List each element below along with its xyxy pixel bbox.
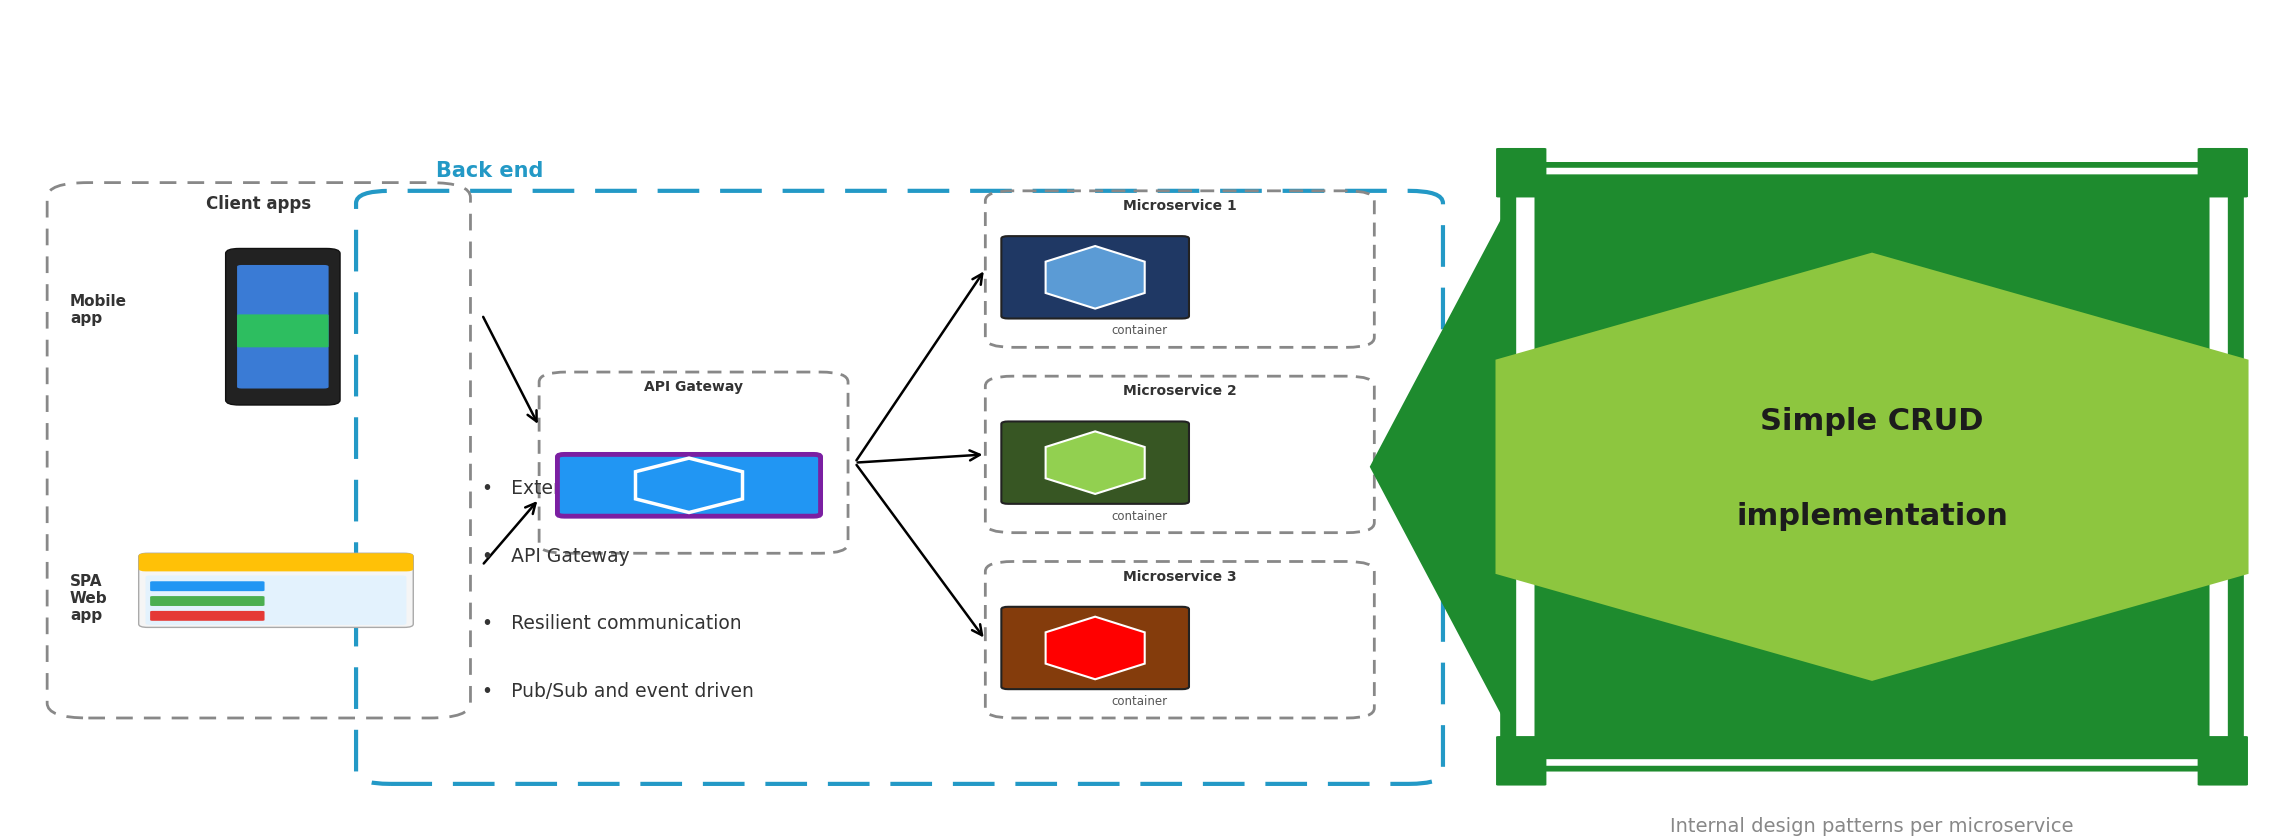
Polygon shape (635, 458, 742, 513)
Text: Microservice 1: Microservice 1 (1123, 199, 1237, 213)
FancyBboxPatch shape (1001, 607, 1189, 689)
Polygon shape (1496, 253, 2247, 681)
Text: Microservice 2: Microservice 2 (1123, 384, 1237, 399)
Text: container: container (1111, 325, 1168, 337)
Polygon shape (1045, 431, 1146, 494)
FancyBboxPatch shape (1517, 168, 2227, 766)
Text: implementation: implementation (1737, 502, 2007, 531)
FancyBboxPatch shape (1535, 175, 2209, 759)
FancyBboxPatch shape (151, 581, 263, 591)
FancyBboxPatch shape (2197, 148, 2247, 197)
Polygon shape (1045, 246, 1146, 309)
FancyBboxPatch shape (1496, 736, 1546, 785)
FancyBboxPatch shape (557, 455, 820, 516)
FancyBboxPatch shape (140, 553, 412, 628)
Text: container: container (1111, 510, 1168, 523)
FancyBboxPatch shape (236, 265, 328, 388)
Text: Simple CRUD: Simple CRUD (1759, 407, 1984, 436)
Text: Internal design patterns per microservice: Internal design patterns per microservic… (1670, 817, 2073, 836)
FancyBboxPatch shape (236, 315, 328, 347)
Text: •   Pub/Sub and event driven: • Pub/Sub and event driven (481, 682, 754, 701)
Text: container: container (1111, 695, 1168, 708)
FancyBboxPatch shape (151, 596, 263, 606)
Text: Web API: Web API (1111, 607, 1159, 620)
Text: Microservice 3: Microservice 3 (1123, 570, 1237, 584)
Text: SPA
Web
app: SPA Web app (71, 574, 108, 623)
FancyBboxPatch shape (1001, 236, 1189, 319)
Text: Mobile
app: Mobile app (71, 294, 126, 326)
FancyBboxPatch shape (1001, 421, 1189, 504)
Polygon shape (1370, 199, 1512, 734)
FancyBboxPatch shape (225, 248, 339, 405)
Text: •   Resilient communication: • Resilient communication (481, 614, 742, 633)
FancyBboxPatch shape (2197, 736, 2247, 785)
Polygon shape (1045, 617, 1146, 680)
FancyBboxPatch shape (1496, 148, 1546, 197)
FancyBboxPatch shape (151, 611, 263, 621)
Text: Web API: Web API (1111, 236, 1159, 249)
Text: Client apps: Client apps (206, 195, 312, 213)
Text: •   API Gateway: • API Gateway (481, 547, 630, 565)
Text: Back end: Back end (435, 161, 543, 181)
Text: •   External microservice patterns: • External microservice patterns (481, 479, 800, 498)
FancyBboxPatch shape (1501, 162, 2243, 772)
FancyBboxPatch shape (140, 553, 412, 571)
FancyBboxPatch shape (147, 576, 406, 625)
Text: Web API: Web API (1111, 421, 1159, 435)
Text: API Gateway: API Gateway (644, 380, 742, 394)
